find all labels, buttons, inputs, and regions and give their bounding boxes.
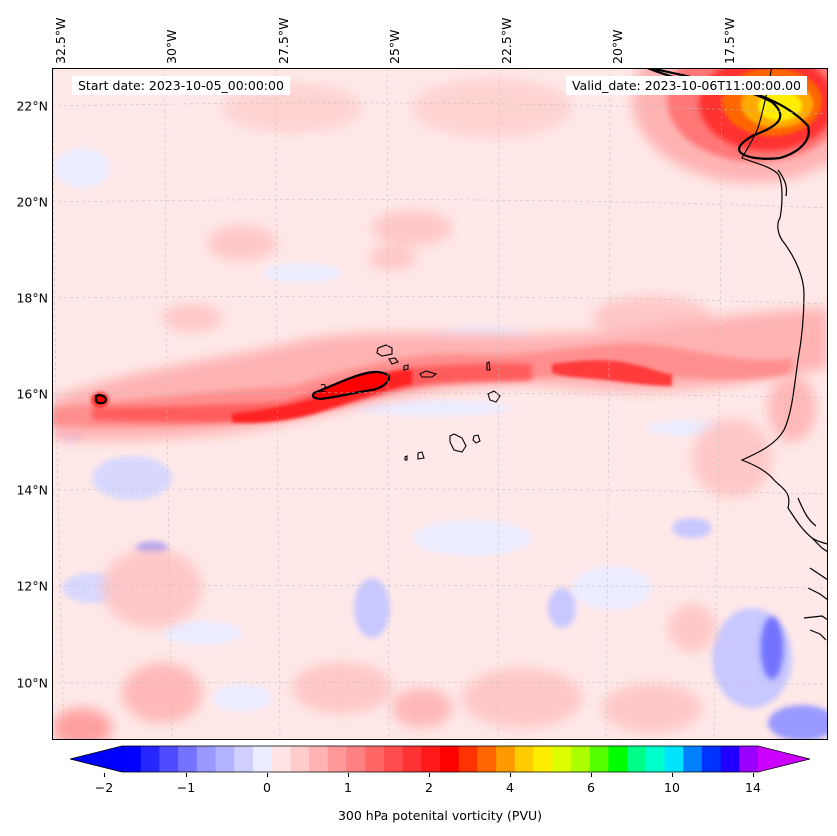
cb-tickmark-6: [591, 773, 592, 777]
cb-tick-label-1: −1: [176, 780, 196, 795]
colorbar-cell: [701, 746, 722, 772]
colorbar-cell: [327, 746, 348, 772]
colorbar-outline: [70, 745, 810, 773]
colorbar-cell: [402, 746, 422, 772]
cb-tickmark-0: [104, 773, 105, 777]
cb-tickmark-7: [672, 773, 673, 777]
colorbar-cell: [739, 746, 759, 772]
lon-label-27-5w: 27.5°W: [276, 17, 291, 64]
cb-tickmark-3: [348, 773, 349, 777]
cb-tickmark-2: [267, 773, 268, 777]
colorbar-cell: [627, 746, 647, 772]
colorbar-cell: [159, 746, 179, 772]
lat-label-20n: 20°N: [16, 194, 48, 210]
colorbar-cell: [178, 746, 198, 772]
colorbar-cell: [365, 746, 385, 772]
colorbar-cell: [196, 746, 217, 772]
colorbar-cell: [271, 746, 291, 772]
lon-label-25w: 25°W: [387, 29, 402, 64]
colorbar-cell: [533, 746, 553, 772]
colorbar-label: 300 hPa potenital vorticity (PVU): [337, 808, 543, 823]
colorbar-cell: [458, 746, 479, 772]
west-africa-coastline: [740, 68, 828, 545]
lon-label-32-5w: 32.5°W: [53, 17, 68, 64]
colorbar-cell: [215, 746, 235, 772]
colorbar-cell: [290, 746, 310, 772]
colorbar-cell: [309, 746, 329, 772]
colorbar-cell: [383, 746, 404, 772]
cb-tick-label-4: 2: [425, 780, 433, 795]
colorbar-extend-high: [758, 746, 810, 772]
coastlines: [740, 68, 828, 641]
colorbar-cell: [122, 746, 142, 772]
lon-label-17-5w: 17.5°W: [722, 17, 737, 64]
pv-2-contour-filament: [94, 370, 391, 405]
colorbar-cell: [440, 746, 460, 772]
colorbar-cell: [514, 746, 535, 772]
pv-colorbar: [70, 745, 810, 773]
lon-label-22-5w: 22.5°W: [499, 17, 514, 64]
colorbar-cell: [421, 746, 441, 772]
colorbar-cell: [645, 746, 666, 772]
cb-tick-label-0: −2: [94, 780, 114, 795]
lat-label-10n: 10°N: [16, 675, 48, 691]
lat-label-12n: 12°N: [16, 578, 48, 594]
lat-label-14n: 14°N: [16, 482, 48, 498]
cb-tick-label-2: 0: [263, 780, 271, 795]
colorbar-cell: [589, 746, 609, 772]
start-date-label: Start date: 2023-10-05_00:00:00: [72, 76, 290, 95]
colorbar-cell: [664, 746, 684, 772]
lat-label-18n: 18°N: [16, 290, 48, 306]
valid-date-label: Valid_date: 2023-10-06T11:00:00.00: [565, 76, 807, 95]
colorbar-cell: [252, 746, 273, 772]
lat-label-16n: 16°N: [16, 386, 48, 402]
map-panel[interactable]: 2: [52, 68, 828, 740]
cb-tickmark-5: [510, 773, 511, 777]
weak-positive-pv: [52, 78, 816, 740]
lat-label-22n: 22°N: [16, 98, 48, 114]
colorbar-cell: [570, 746, 591, 772]
colorbar-cell: [608, 746, 628, 772]
cb-tickmark-8: [753, 773, 754, 777]
colorbar-cell: [477, 746, 497, 772]
cb-tick-label-8: 14: [745, 780, 761, 795]
lon-label-20w: 20°W: [610, 29, 625, 64]
map-frame: [52, 68, 828, 740]
colorbar-cell: [552, 746, 572, 772]
cb-tick-label-3: 1: [344, 780, 352, 795]
cb-tick-label-7: 10: [664, 780, 680, 795]
colorbar-cell: [346, 746, 366, 772]
cb-tickmark-4: [429, 773, 430, 777]
cb-tick-label-6: 6: [587, 780, 595, 795]
lon-label-30w: 30°W: [164, 29, 179, 64]
colorbar-cells: [122, 746, 759, 772]
pv-field-map[interactable]: 2: [52, 68, 828, 740]
colorbar-cell: [496, 746, 516, 772]
graticule: [52, 68, 828, 740]
colorbar-cell: [234, 746, 254, 772]
contour-label: 2: [320, 382, 327, 395]
colorbar-cell: [683, 746, 703, 772]
cape-verde-islands: [376, 344, 501, 461]
cb-tick-label-5: 4: [506, 780, 514, 795]
colorbar-cell: [140, 746, 161, 772]
cb-tickmark-1: [186, 773, 187, 777]
colorbar-cell: [720, 746, 740, 772]
colorbar-extend-low: [70, 746, 122, 772]
